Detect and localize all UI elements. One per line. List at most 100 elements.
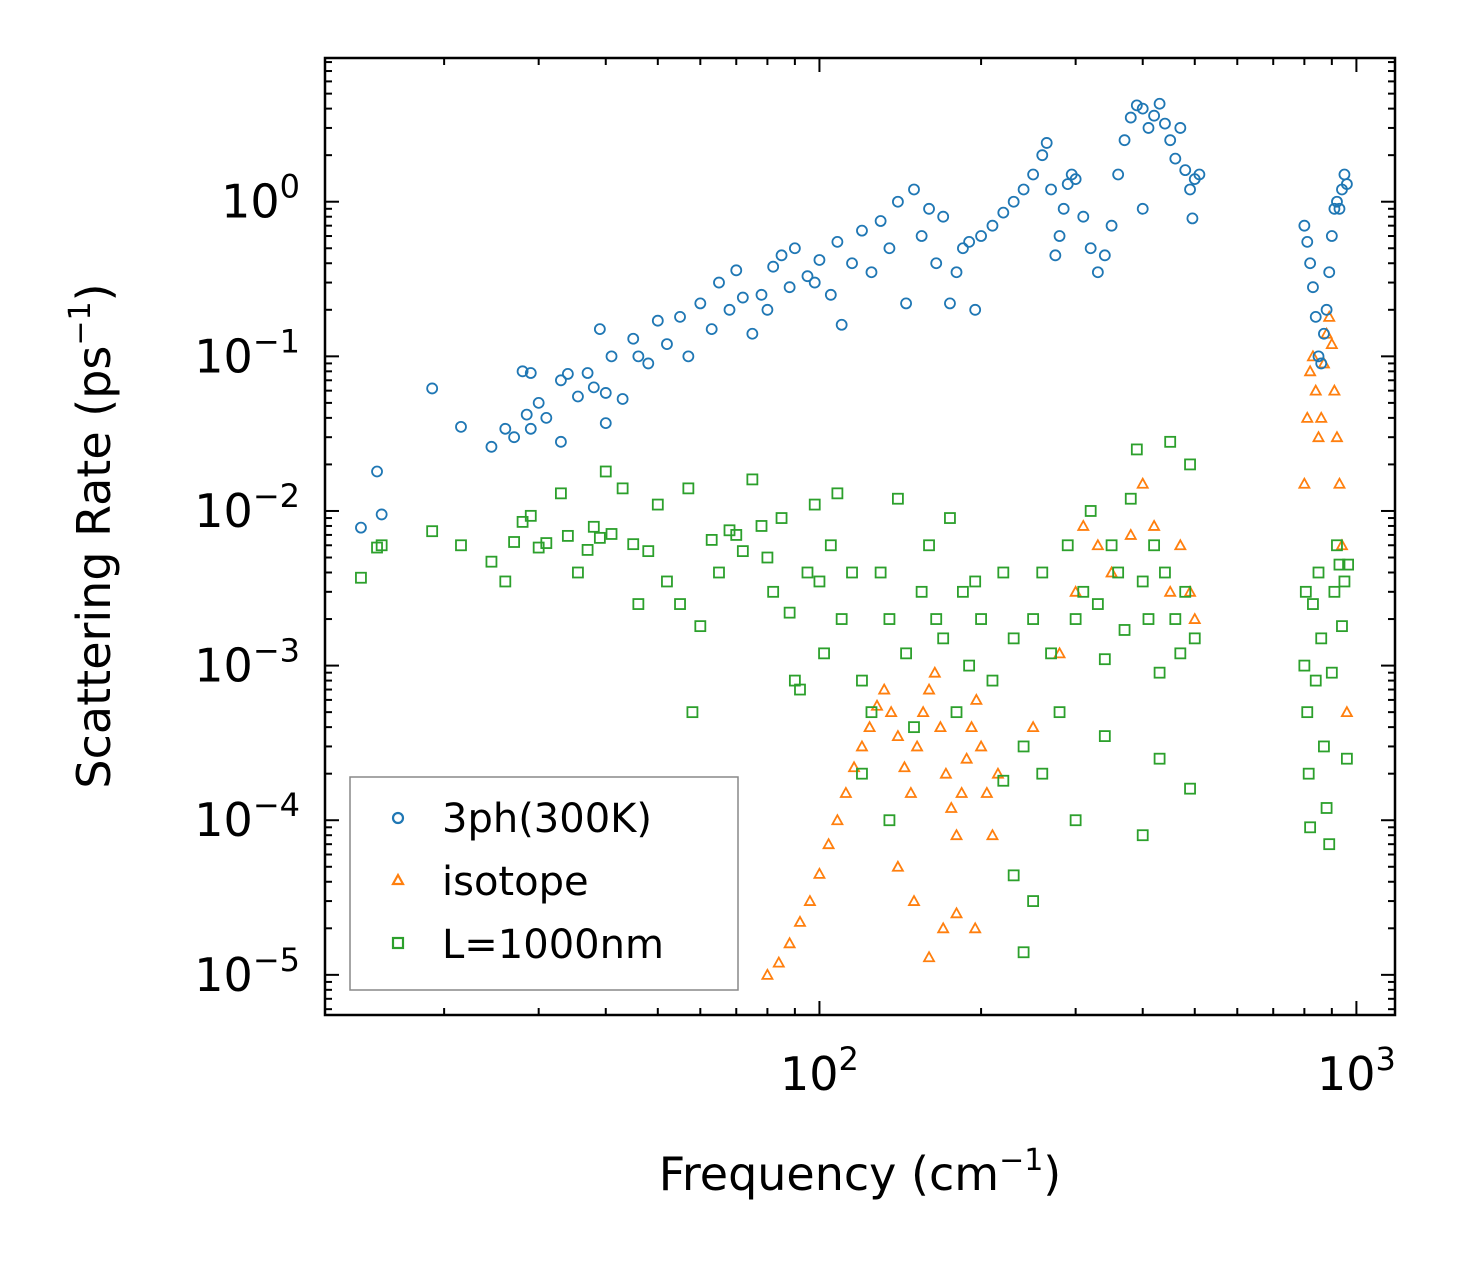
y-tick-label-exp: −2 [253,477,300,515]
point-boundary [950,706,963,719]
point-boundary [599,465,612,478]
y-tick-label: 10−2 [194,477,300,538]
y-tick-label-base: 10 [194,639,253,693]
point-isotope [910,739,924,752]
point-3ph [1105,219,1118,232]
point-isotope [980,786,994,798]
point-boundary [801,566,814,579]
point-boundary [1118,624,1131,636]
point-3ph [593,323,606,336]
point-3ph [930,257,943,270]
point-3ph [915,230,928,242]
point-isotope [1306,349,1320,362]
point-isotope [1300,411,1314,423]
point-boundary [1130,443,1143,456]
point-boundary [642,545,655,558]
point-isotope [760,967,774,980]
point-3ph [736,291,749,304]
point-boundary [426,525,439,538]
point-isotope [922,682,936,695]
series-square [355,435,1354,959]
point-3ph [783,281,796,294]
point-boundary [794,683,806,696]
point-boundary [1307,598,1319,610]
point-boundary [627,538,640,551]
point-isotope [985,828,999,841]
point-3ph [767,260,780,273]
y-tick-label: 10−5 [194,941,300,1002]
point-isotope [1091,538,1105,551]
point-boundary [661,575,673,588]
legend-marker-isotope [391,872,405,886]
y-axis-label: Scattering Rate (ps−1) [63,283,121,788]
y-tick-label: 10−3 [194,632,300,693]
point-3ph [1057,202,1070,215]
point-boundary [1084,505,1097,517]
point-3ph [1340,178,1353,190]
y-tick-label-exp: −3 [253,632,300,670]
point-isotope [1314,411,1328,423]
point-boundary [524,509,537,522]
point-3ph [572,390,584,403]
point-boundary [1061,539,1074,552]
point-boundary [997,774,1010,787]
point-isotope [1303,364,1317,377]
point-isotope [793,915,807,927]
point-3ph [1328,202,1341,215]
y-axis-label-sup: −1 [63,301,98,345]
point-boundary [1342,558,1354,571]
point-3ph [599,417,612,430]
point-3ph [824,288,837,301]
point-3ph [865,266,878,279]
point-isotope [884,705,898,718]
ticks-layer [325,58,1395,1015]
point-isotope [1325,337,1339,349]
point-boundary [1091,598,1104,610]
point-3ph [426,382,439,395]
series-layer [355,97,1354,980]
x-axis-label: Frequency (cm−1) [659,1143,1062,1201]
point-boundary [1304,821,1317,834]
point-3ph [375,508,388,521]
x-tick-label-base: 10 [1317,1047,1376,1101]
point-3ph [856,224,868,237]
point-boundary [1027,613,1040,625]
point-isotope [772,955,786,968]
point-3ph [1184,183,1196,196]
x-tick-label: 102 [780,1040,859,1101]
point-isotope [965,720,979,733]
point-isotope [939,766,953,779]
point-3ph [997,206,1010,219]
point-boundary [957,585,969,598]
y-tick-label: 100 [221,168,300,229]
legend-marker-boundary [391,936,405,950]
point-boundary [561,529,574,542]
point-3ph [1298,219,1311,232]
point-boundary [1148,539,1161,552]
point-boundary [1323,838,1336,851]
point-boundary [1077,585,1090,598]
point-boundary [944,512,956,524]
point-boundary [874,566,887,579]
point-3ph [599,387,612,399]
y-tick-label-base: 10 [194,484,253,538]
point-boundary [808,498,821,511]
point-boundary [1164,435,1177,448]
point-isotope [933,720,947,733]
point-boundary [1069,814,1082,827]
point-boundary [1007,632,1020,645]
point-isotope [1076,519,1090,531]
point-isotope [783,936,797,949]
point-isotope [1163,584,1177,597]
point-boundary [1302,767,1315,780]
point-3ph [761,303,774,316]
point-isotope [897,760,912,773]
x-tick-label: 103 [1317,1040,1396,1101]
point-3ph [682,350,695,363]
point-boundary [736,545,749,558]
point-3ph [1084,242,1097,255]
point-boundary [1309,674,1322,687]
point-3ph [950,266,963,279]
point-isotope [922,950,936,963]
point-3ph [1136,102,1149,115]
